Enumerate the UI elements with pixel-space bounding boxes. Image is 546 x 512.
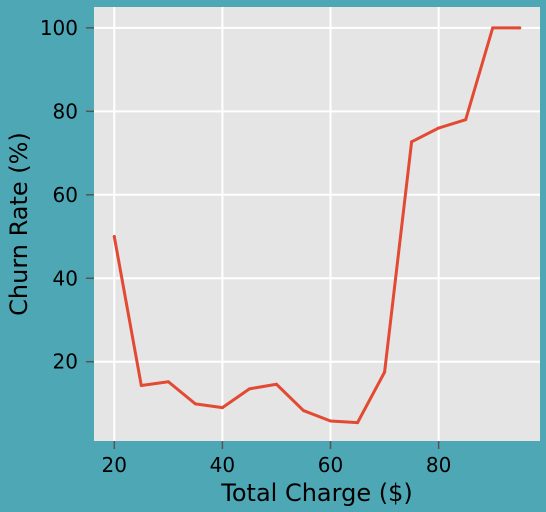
data-point bbox=[166, 380, 170, 384]
data-point bbox=[329, 419, 333, 423]
data-point bbox=[383, 370, 387, 374]
data-point bbox=[301, 409, 305, 413]
y-tick-label: 40 bbox=[53, 266, 78, 290]
x-tick-label: 60 bbox=[318, 453, 343, 477]
x-tick-label: 40 bbox=[210, 453, 235, 477]
data-point bbox=[464, 118, 468, 122]
x-tick-label: 80 bbox=[426, 453, 451, 477]
data-point bbox=[274, 382, 278, 386]
data-point bbox=[410, 140, 414, 144]
data-point bbox=[356, 421, 360, 425]
grid-lines bbox=[94, 7, 540, 441]
y-tick-label: 80 bbox=[53, 99, 78, 123]
data-point bbox=[193, 402, 197, 406]
data-point bbox=[437, 126, 441, 130]
y-tick-label: 20 bbox=[53, 350, 78, 374]
data-point bbox=[247, 387, 251, 391]
data-point bbox=[518, 26, 522, 30]
data-point bbox=[139, 383, 143, 387]
plot-area bbox=[94, 7, 540, 441]
x-axis-label: Total Charge ($) bbox=[220, 479, 412, 507]
axis-ticks: 20 40 60 80 20 40 60 80 100 bbox=[40, 16, 452, 477]
y-tick-label: 100 bbox=[40, 16, 78, 40]
series-line bbox=[112, 26, 522, 425]
series-layer bbox=[112, 26, 522, 425]
data-point bbox=[491, 26, 495, 30]
x-tick-label: 20 bbox=[102, 453, 127, 477]
data-point bbox=[220, 406, 224, 410]
y-axis-label: Churn Rate (%) bbox=[5, 132, 33, 316]
data-point bbox=[112, 235, 116, 239]
y-tick-label: 60 bbox=[53, 183, 78, 207]
